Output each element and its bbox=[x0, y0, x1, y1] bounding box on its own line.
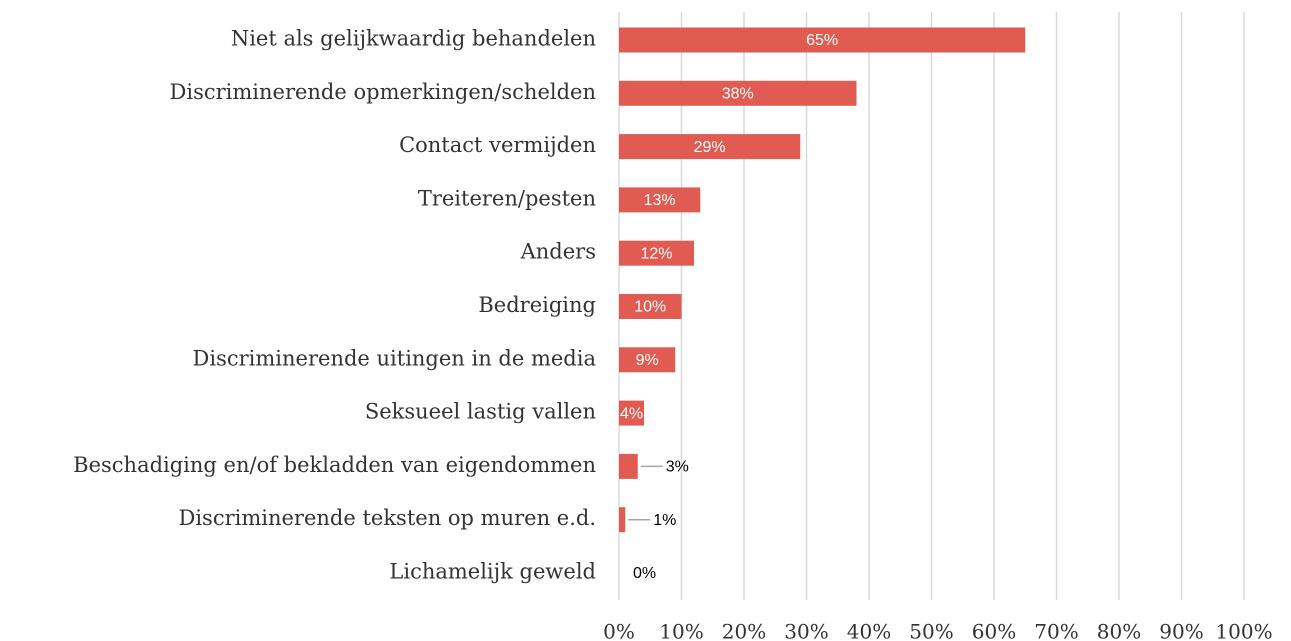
category-label: Treiteren/pesten bbox=[418, 186, 596, 210]
data-label: 29% bbox=[694, 139, 726, 156]
data-label: 12% bbox=[640, 245, 672, 262]
x-tick-label: 80% bbox=[1097, 620, 1141, 641]
data-label: 65% bbox=[806, 32, 838, 49]
data-label: 0% bbox=[633, 565, 656, 582]
data-label: 13% bbox=[644, 192, 676, 209]
bar bbox=[619, 347, 676, 373]
bar bbox=[619, 294, 682, 319]
category-label: Seksueel lastig vallen bbox=[365, 400, 596, 424]
x-tick-label: 90% bbox=[1159, 620, 1203, 641]
category-label: Anders bbox=[520, 240, 596, 264]
category-label: Discriminerende opmerkingen/schelden bbox=[170, 80, 596, 104]
data-label: 38% bbox=[722, 86, 754, 103]
x-tick-label: 70% bbox=[1034, 620, 1078, 641]
bar bbox=[619, 400, 644, 426]
x-tick-label: 100% bbox=[1215, 620, 1272, 641]
x-tick-label: 60% bbox=[972, 620, 1016, 641]
category-label: Bedreiging bbox=[478, 293, 596, 317]
bar bbox=[619, 80, 857, 106]
x-tick-label: 0% bbox=[603, 620, 635, 641]
data-label: 4% bbox=[620, 405, 643, 422]
x-tick-label: 50% bbox=[909, 620, 953, 641]
data-label: 10% bbox=[634, 299, 666, 316]
x-tick-label: 40% bbox=[847, 620, 891, 641]
data-label: 1% bbox=[653, 512, 676, 529]
x-tick-label: 30% bbox=[784, 620, 828, 641]
bar bbox=[619, 240, 694, 266]
category-label: Lichamelijk geweld bbox=[389, 560, 596, 584]
bar bbox=[619, 453, 638, 479]
bar bbox=[619, 187, 701, 213]
bar bbox=[619, 27, 1026, 53]
bar bbox=[619, 134, 801, 160]
data-label: 9% bbox=[636, 352, 659, 369]
data-label: 3% bbox=[666, 459, 689, 476]
bar bbox=[619, 507, 626, 533]
category-label: Discriminerende uitingen in de media bbox=[193, 346, 596, 370]
x-tick-label: 20% bbox=[722, 620, 766, 641]
category-label: Niet als gelijkwaardig behandelen bbox=[231, 27, 596, 51]
category-label: Discriminerende teksten op muren e.d. bbox=[179, 506, 597, 530]
category-label: Contact vermijden bbox=[399, 133, 596, 157]
x-tick-label: 10% bbox=[659, 620, 703, 641]
category-label: Beschadiging en/of bekladden van eigendo… bbox=[73, 453, 596, 477]
